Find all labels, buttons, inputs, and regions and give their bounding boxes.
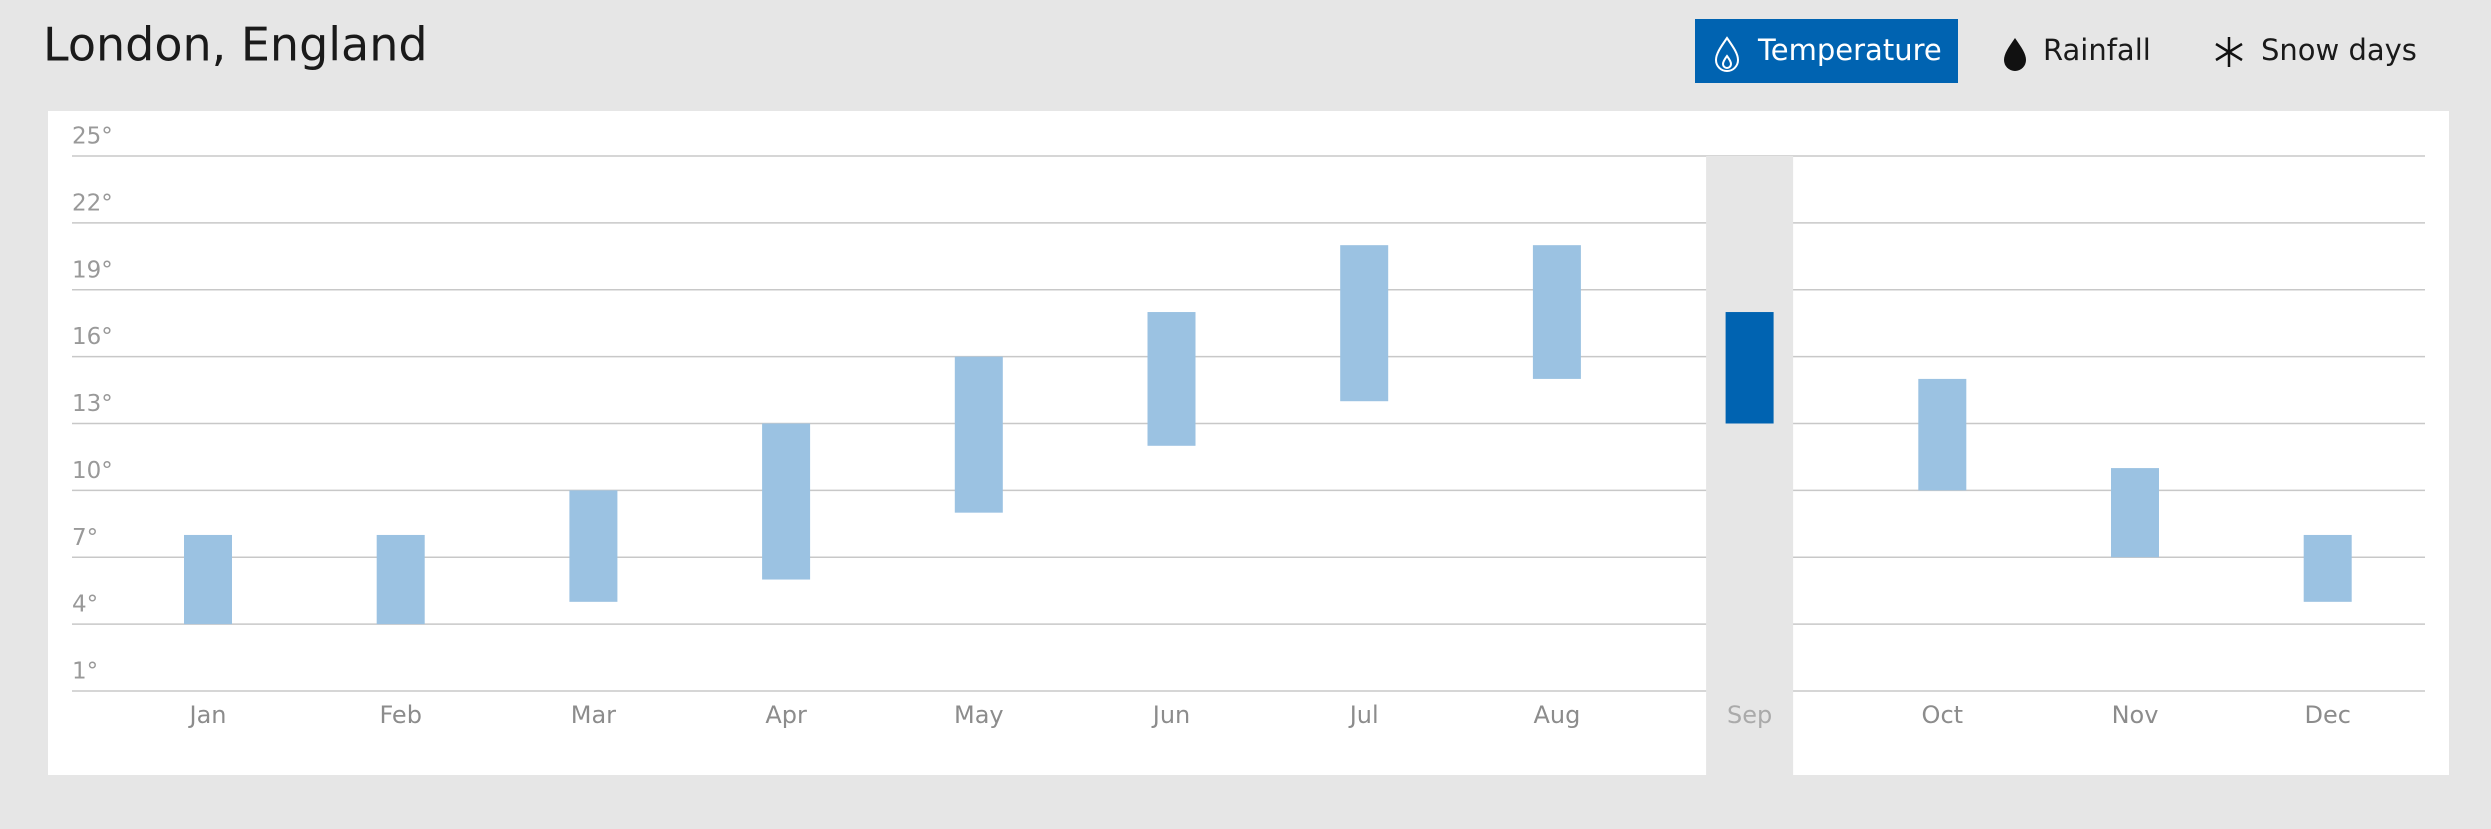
x-tick-label: Jul xyxy=(1348,701,1379,729)
y-tick-label: 1° xyxy=(72,659,98,685)
x-tick-label: Oct xyxy=(1922,701,1964,729)
y-tick-label: 19° xyxy=(72,257,113,283)
tab-temperature[interactable]: Temperature xyxy=(1695,19,1958,83)
city-title: London, England xyxy=(43,18,428,72)
y-tick-label: 22° xyxy=(72,190,113,216)
x-tick-label: May xyxy=(954,701,1004,729)
marks: Jan Feb Mar Apr May Jun Jul Aug Sep Oct Nov Dec xyxy=(184,245,2352,729)
x-tick-label: Sep xyxy=(1727,701,1772,729)
range-bar xyxy=(184,534,232,625)
x-tick-label: Nov xyxy=(2112,701,2159,729)
y-tick-label: 13° xyxy=(72,391,113,417)
x-tick-label: Apr xyxy=(765,701,807,729)
selected-band xyxy=(1706,156,1794,775)
range-bar xyxy=(569,490,618,602)
tab-rainfall[interactable]: Rainfall xyxy=(2004,33,2151,71)
x-tick-label: Jan xyxy=(188,701,227,729)
range-bar xyxy=(376,534,425,625)
x-tick-label: Dec xyxy=(2304,701,2350,729)
tab-label: Rainfall xyxy=(2043,33,2151,67)
y-tick-label: 7° xyxy=(72,525,98,551)
y-tick-label: 16° xyxy=(72,324,113,350)
range-bar xyxy=(1147,312,1196,446)
tab-label: Snow days xyxy=(2261,33,2417,67)
x-tick-label: Feb xyxy=(379,701,422,729)
y-tick-label: 25° xyxy=(72,124,113,150)
chart-panel xyxy=(48,111,2449,775)
x-tick-label: Mar xyxy=(571,701,616,729)
snow-icon xyxy=(2215,37,2243,67)
range-bar xyxy=(1340,245,1389,402)
grid: 25° 22° 19° 16° 13° 10° 7° 4° 1° xyxy=(72,124,2425,692)
y-tick-label: 10° xyxy=(72,458,113,484)
range-bar xyxy=(954,356,1003,513)
tab-snow[interactable]: Snow days xyxy=(2215,33,2417,67)
range-bar xyxy=(2111,468,2159,558)
tab-bg xyxy=(1695,19,1958,83)
x-tick-label: Jun xyxy=(1151,701,1191,729)
range-bar xyxy=(2303,534,2352,602)
range-bar xyxy=(1532,245,1581,379)
tab-label: Temperature xyxy=(1757,33,1942,67)
range-bar xyxy=(762,423,811,580)
drop-icon xyxy=(2004,38,2026,71)
y-tick-label: 4° xyxy=(72,592,98,618)
range-bar xyxy=(1918,378,1967,491)
range-bar xyxy=(1725,312,1774,424)
x-tick-label: Aug xyxy=(1533,701,1580,729)
flame-icon xyxy=(1714,36,1740,72)
